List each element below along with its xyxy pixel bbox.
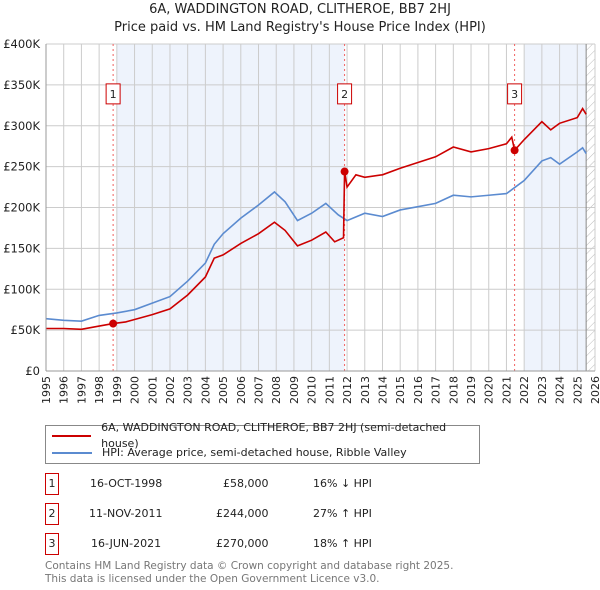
- y-tick-label: £150K: [3, 241, 40, 255]
- sale-delta: 16% ↓ HPI: [313, 477, 372, 490]
- x-tick-label: 2025: [571, 376, 584, 404]
- y-tick-label: £50K: [11, 323, 41, 337]
- x-tick-label: 2004: [199, 376, 212, 404]
- sale-row: 1 16-OCT-1998 £58,000 16% ↓ HPI: [45, 473, 445, 495]
- x-tick-label: 2011: [323, 376, 336, 404]
- plot-area: 1995 1996 1997 1998 1999 2000 2001 2002 2003 2004…: [3, 37, 600, 404]
- sale-row: 2 11-NOV-2011 £244,000 27% ↑ HPI: [45, 503, 445, 525]
- legend-label: HPI: Average price, semi-detached house,…: [102, 446, 407, 459]
- sale-delta: 18% ↑ HPI: [313, 537, 372, 550]
- x-tick-label: 2000: [129, 376, 142, 404]
- x-tick-label: 2007: [253, 376, 266, 404]
- x-tick-label: 2015: [394, 376, 407, 404]
- x-tick-label: 2024: [554, 376, 567, 404]
- y-tick-label: £200K: [3, 201, 40, 215]
- legend-swatch-red: [52, 435, 92, 437]
- sale-marker-label: 1: [110, 88, 117, 101]
- x-tick-label: 2019: [465, 376, 478, 404]
- x-tick-label: 1999: [111, 376, 124, 404]
- y-tick-label: £0: [25, 364, 40, 378]
- legend-swatch-blue: [52, 452, 92, 454]
- sale-price: £270,000: [216, 537, 269, 550]
- sale-marker-label: 3: [511, 88, 518, 101]
- x-tick-label: 2023: [536, 376, 549, 404]
- sale-date: 16-JUN-2021: [91, 537, 162, 550]
- x-tick-label: 2017: [430, 376, 443, 404]
- sale-marker-label: 2: [45, 503, 59, 525]
- x-tick-label: 1996: [58, 376, 71, 404]
- x-tick-label: 2002: [164, 376, 177, 404]
- sale-price: £58,000: [223, 477, 269, 490]
- x-tick-label: 2003: [182, 376, 195, 404]
- x-tick-label: 2010: [306, 376, 319, 404]
- sale-date: 16-OCT-1998: [90, 477, 163, 490]
- series-line: [45, 146, 587, 322]
- sale-marker-box: [337, 83, 353, 105]
- legend-item-hpi: HPI: Average price, semi-detached house,…: [46, 445, 407, 461]
- x-tick-label: 2020: [483, 376, 496, 404]
- sale-marker-box: [105, 83, 121, 105]
- sale-marker-label: 2: [341, 88, 348, 101]
- x-tick-label: 2006: [235, 376, 248, 404]
- x-tick-label: 2009: [288, 376, 301, 404]
- x-tick-label: 2008: [270, 376, 283, 404]
- sale-price: £244,000: [216, 507, 269, 520]
- footer-copyright: Contains HM Land Registry data © Crown c…: [45, 560, 454, 572]
- footer-licence: This data is licensed under the Open Gov…: [45, 573, 380, 585]
- sale-point: [109, 319, 118, 328]
- sale-point: [340, 167, 349, 176]
- x-tick-label: 1997: [75, 376, 88, 404]
- legend-label: 6A, WADDINGTON ROAD, CLITHEROE, BB7 2HJ …: [101, 421, 447, 450]
- y-tick-label: £100K: [3, 282, 40, 296]
- x-tick-label: 1995: [40, 376, 53, 404]
- sale-marker-label: 3: [45, 533, 59, 555]
- sale-delta: 27% ↑ HPI: [313, 507, 372, 520]
- x-tick-label: 2012: [341, 376, 354, 404]
- x-tick-label: 1998: [93, 376, 106, 404]
- x-tick-label: 2005: [217, 376, 230, 404]
- x-tick-label: 2014: [376, 376, 389, 404]
- x-tick-label: 2013: [359, 376, 372, 404]
- legend-item-property: 6A, WADDINGTON ROAD, CLITHEROE, BB7 2HJ …: [46, 421, 479, 450]
- sale-date: 11-NOV-2011: [89, 507, 163, 520]
- x-tick-label: 2021: [500, 376, 513, 404]
- y-tick-label: £350K: [3, 78, 40, 92]
- sale-row: 3 16-JUN-2021 £270,000 18% ↑ HPI: [45, 533, 445, 555]
- x-tick-label: 2016: [412, 376, 425, 404]
- sale-marker-label: 1: [45, 473, 59, 495]
- chart-title: 6A, WADDINGTON ROAD, CLITHEROE, BB7 2HJ: [149, 2, 451, 17]
- x-tick-label: 2001: [146, 376, 159, 404]
- sale-marker-box: [507, 83, 523, 105]
- sale-point: [510, 146, 519, 155]
- x-tick-label: 2018: [447, 376, 460, 404]
- x-tick-label: 2026: [589, 376, 600, 404]
- y-tick-label: £250K: [3, 160, 40, 174]
- legend: 6A, WADDINGTON ROAD, CLITHEROE, BB7 2HJ …: [45, 421, 480, 464]
- y-tick-label: £400K: [3, 37, 40, 51]
- x-tick-label: 2022: [518, 376, 531, 404]
- chart-subtitle: Price paid vs. HM Land Registry's House …: [114, 20, 486, 35]
- y-tick-label: £300K: [3, 119, 40, 133]
